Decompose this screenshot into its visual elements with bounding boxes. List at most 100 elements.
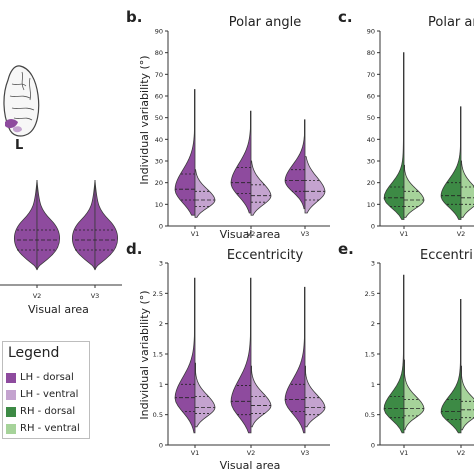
x-tick-label: V1: [191, 449, 200, 457]
violin-half-lh-dorsal: [230, 277, 252, 434]
y-tick-label: 10: [155, 201, 163, 209]
y-tick-label: 0.5: [153, 411, 163, 419]
legend-label: LH - ventral: [20, 389, 79, 400]
chart-b: 0 10 20 30 40 50 60 70 80 90 V1 V2 V3: [155, 28, 330, 238]
legend-item-rh-dorsal: RH - dorsal: [6, 405, 75, 418]
chart-d: 0 0.5 1 1.5 2 2.5 3 V1 V2 V3: [153, 260, 330, 457]
x-tick-label: V2: [457, 230, 466, 238]
legend-swatch-rh-dorsal: [6, 406, 16, 417]
violin-half-lh-ventral: [250, 160, 272, 216]
y-tick-label: 70: [367, 71, 375, 79]
y-tick-label: 90: [155, 28, 163, 36]
y-tick-label: 1.5: [153, 351, 163, 359]
y-tick-label: 20: [155, 179, 163, 187]
x-tick-label: V2: [457, 449, 466, 457]
legend-label: RH - ventral: [20, 423, 80, 434]
y-tick-label: 50: [367, 114, 375, 122]
x-tick-label: V3: [301, 449, 310, 457]
x-tick-label: V2: [247, 230, 256, 238]
y-tick-label: 30: [367, 158, 375, 166]
y-tick-label: 0: [159, 223, 163, 231]
y-tick-label: 20: [367, 179, 375, 187]
y-tick-label: 60: [367, 93, 375, 101]
violin-half-lh-ventral: [194, 169, 216, 218]
y-tick-label: 0: [159, 442, 163, 450]
x-tick-label: V1: [191, 230, 200, 238]
legend-item-lh-ventral: LH - ventral: [6, 388, 78, 401]
violin-half-rh-dorsal: [383, 52, 405, 220]
y-tick-label: 3: [159, 260, 163, 268]
panel-a: L Visual area: [0, 65, 122, 316]
legend-title: Legend: [8, 345, 60, 361]
violin-half-lh-dorsal: [230, 110, 252, 214]
y-tick-label: 80: [367, 49, 375, 57]
legend-label: RH - dorsal: [20, 406, 76, 417]
legend-swatch-rh-ventral: [6, 423, 16, 434]
chart-title-b: Polar angle: [229, 15, 301, 30]
legend-swatch-lh-ventral: [6, 389, 16, 400]
violin-half-rh-ventral: [403, 359, 425, 431]
violin-half-lh-ventral: [304, 156, 326, 214]
violin-half-lh-dorsal: [71, 179, 96, 271]
y-tick-label: 0.5: [365, 411, 375, 419]
x-axis-label-b: Visual area: [220, 228, 281, 241]
x-axis-label-a: Visual area: [28, 303, 89, 316]
y-tick-label: 80: [155, 49, 163, 57]
chart-e: 0 0.5 1 1.5 2 2.5 3 V1 V2: [365, 260, 474, 457]
y-tick-label: 2: [159, 320, 163, 328]
chart-c: 0 10 20 30 40 50 60 70 80 90 V1 V2: [367, 28, 474, 238]
violin-half-lh-dorsal: [284, 119, 306, 210]
panel-letter-c: c.: [338, 8, 353, 26]
violin-half-lh-ventral: [194, 362, 216, 428]
hemisphere-label: L: [15, 138, 23, 153]
brain-icon: [3, 65, 40, 137]
x-tick-label: V2: [33, 292, 42, 300]
legend-item-lh-dorsal: LH - dorsal: [6, 371, 74, 384]
y-tick-label: 0: [371, 223, 375, 231]
violin-half-lh-ventral: [94, 179, 119, 271]
y-axis-label-d: Individual variability (°): [138, 290, 151, 419]
y-tick-label: 1.5: [365, 351, 375, 359]
legend-item-rh-ventral: RH - ventral: [6, 422, 80, 435]
violin-half-rh-dorsal: [440, 106, 462, 220]
y-tick-label: 40: [367, 136, 375, 144]
x-tick-label: V2: [247, 449, 256, 457]
violin-half-lh-dorsal: [13, 179, 38, 271]
legend: Legend LH - dorsal LH - ventral RH - dor…: [2, 341, 90, 439]
legend-label: LH - dorsal: [20, 372, 74, 383]
y-tick-label: 10: [367, 201, 375, 209]
x-axis-label-d: Visual area: [220, 459, 281, 472]
x-tick-label: V3: [301, 230, 310, 238]
violin-half-lh-ventral: [36, 179, 61, 271]
y-tick-label: 1: [159, 381, 163, 389]
chart-a: V2 V3: [13, 179, 119, 300]
violin-half-rh-dorsal: [383, 274, 405, 434]
y-tick-label: 3: [371, 260, 375, 268]
panel-letter-e: e.: [338, 240, 354, 258]
y-tick-label: 1: [371, 381, 375, 389]
chart-title-e: Eccentri: [420, 248, 473, 263]
y-tick-label: 2.5: [365, 290, 375, 298]
y-tick-label: 70: [155, 71, 163, 79]
y-tick-label: 2.5: [153, 290, 163, 298]
y-tick-label: 40: [155, 136, 163, 144]
violin-half-rh-ventral: [460, 365, 474, 431]
x-tick-label: V1: [400, 449, 409, 457]
violin-half-lh-dorsal: [284, 286, 306, 434]
y-tick-label: 50: [155, 114, 163, 122]
y-tick-label: 2: [371, 320, 375, 328]
y-tick-label: 30: [155, 158, 163, 166]
chart-title-d: Eccentricity: [227, 248, 304, 263]
x-tick-label: V1: [400, 230, 409, 238]
violin-half-lh-dorsal: [174, 277, 196, 434]
y-tick-label: 0: [371, 442, 375, 450]
legend-swatch-lh-dorsal: [6, 372, 16, 383]
violin-half-rh-dorsal: [440, 299, 462, 434]
panel-letter-b: b.: [126, 8, 142, 26]
chart-title-c: Polar an: [428, 15, 474, 30]
panel-letter-d: d.: [126, 240, 142, 258]
violin-half-lh-ventral: [304, 365, 326, 428]
y-tick-label: 90: [367, 28, 375, 36]
